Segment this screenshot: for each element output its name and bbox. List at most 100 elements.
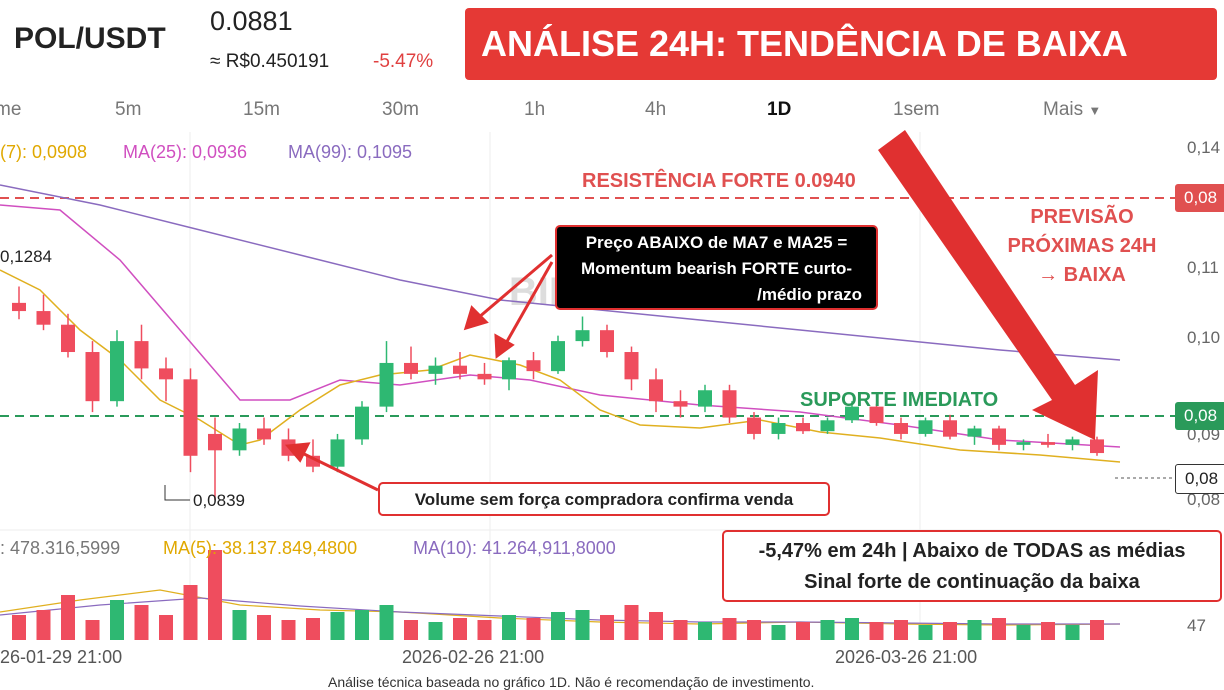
candle-body — [453, 365, 467, 374]
volume-bar — [869, 622, 884, 640]
price: 0.0881 — [210, 6, 293, 36]
volume-bar — [428, 622, 443, 640]
volumes — [12, 550, 1104, 640]
forecast-arrow — [878, 130, 1098, 440]
last-price-badge: 0,08 — [1175, 464, 1224, 494]
candle-body — [943, 420, 957, 437]
candle-body — [869, 406, 884, 424]
volume-bar — [551, 612, 565, 640]
volume-bar — [845, 618, 859, 640]
volume-bar — [771, 625, 786, 640]
timeframe[interactable]: 1sem — [893, 99, 940, 120]
candle-body — [208, 433, 222, 451]
callout-line: Preço ABAIXO de MA7 e MA25 = — [585, 233, 848, 252]
volume-bar — [477, 620, 492, 640]
candle-body — [134, 341, 149, 369]
forecast: PREVISÃO PRÓXIMAS 24H → BAIXA — [992, 203, 1172, 290]
candle-body — [159, 368, 173, 380]
volume-bar — [306, 618, 320, 640]
candle-body — [845, 406, 859, 421]
volume-bar — [918, 625, 933, 640]
candle-body — [1090, 439, 1104, 454]
candle-body — [404, 362, 418, 374]
date-label: 2026-02-26 21:00 — [402, 647, 545, 667]
date-label: 2026-03-26 21:00 — [835, 647, 978, 667]
volume-bar — [820, 620, 835, 640]
volume-bar — [796, 622, 810, 640]
volume-axis-label: 47 — [1187, 616, 1206, 635]
volume-bar — [600, 615, 614, 640]
timeframe-active[interactable]: 1D — [767, 99, 792, 120]
candle-body — [771, 423, 786, 434]
ma99-legend: MA(99): 0,1095 — [288, 142, 413, 162]
ma99-line — [0, 184, 1121, 361]
high-label: 0,1284 — [0, 247, 52, 266]
pair: POL/USDT — [14, 22, 166, 55]
timeframe[interactable]: 15m — [243, 99, 280, 120]
volume-bar — [1041, 622, 1055, 640]
volume-bar — [575, 610, 590, 640]
volume-legend: : 478.316,5999 — [0, 538, 121, 558]
volume-bar — [85, 620, 100, 640]
volume-bar — [183, 585, 198, 640]
candle-body — [85, 352, 100, 402]
volume-bar — [698, 622, 712, 640]
resistance-badge: 0,08 — [1175, 184, 1224, 212]
volume-bar — [159, 615, 173, 640]
timeframe[interactable]: 30m — [382, 99, 419, 120]
volume-bar — [208, 550, 222, 640]
candle-body — [551, 341, 565, 372]
summary-box: -5,47% em 24h | Abaixo de TODAS as média… — [722, 530, 1222, 602]
banner-text: ANÁLISE 24H: TENDÊNCIA DE BAIXA — [481, 23, 1128, 64]
volume-bar — [12, 615, 26, 640]
candle-body — [379, 362, 394, 407]
vol-ma10-line — [0, 597, 1120, 625]
candle-body — [1065, 439, 1080, 445]
ma7-line — [0, 269, 1121, 463]
volume-callout: Volume sem força compradora confirma ven… — [378, 482, 830, 516]
low-label: 0,0839 — [193, 491, 245, 510]
volume-ma10-legend: MA(10): 41.264,911,8000 — [413, 538, 616, 558]
timeframe[interactable]: 4h — [645, 99, 667, 120]
volume-bar — [649, 612, 663, 640]
candle-body — [110, 341, 124, 402]
volume-bar — [894, 620, 908, 640]
volume-bar — [943, 622, 957, 640]
volume-bar — [330, 612, 345, 640]
candle-body — [502, 360, 516, 380]
candle-body — [796, 423, 810, 432]
forecast-line: PRÓXIMAS 24H — [1007, 235, 1157, 257]
fiat-price: ≈ R$0.450191 — [210, 51, 330, 72]
candle-body — [1041, 442, 1055, 445]
more-caret: ▼ — [1088, 103, 1102, 118]
volume-bar — [404, 620, 418, 640]
volume-bar — [526, 618, 541, 640]
candle-body — [428, 365, 443, 374]
candle-body — [624, 352, 639, 380]
candle-body — [232, 428, 247, 451]
banner: ANÁLISE 24H: TENDÊNCIA DE BAIXA — [465, 8, 1217, 80]
candle-body — [257, 428, 271, 440]
price-axis-label: 0,08 — [1187, 490, 1221, 509]
timeframe[interactable]: 5m — [115, 99, 142, 120]
candle-body — [673, 401, 688, 407]
candle-body — [820, 420, 835, 432]
candle-body — [575, 330, 590, 342]
candle-body — [992, 428, 1006, 445]
timeframe[interactable]: 1h — [524, 99, 546, 120]
timeframe[interactable]: me — [0, 99, 22, 120]
timeframe-more[interactable]: Mais ▼ — [1043, 99, 1101, 121]
candle-body — [526, 360, 541, 372]
volume-bar — [967, 620, 982, 640]
volume-bar — [257, 615, 271, 640]
candle-body — [330, 439, 345, 467]
candle-body — [918, 420, 933, 434]
change: -5.47% — [373, 51, 434, 72]
footer: Análise técnica baseada no gráfico 1D. N… — [328, 674, 815, 690]
volume-bar — [673, 620, 688, 640]
candle-body — [12, 302, 26, 312]
volume-bar — [232, 610, 247, 640]
low-connector — [164, 485, 190, 501]
volume-bar — [355, 610, 369, 640]
volume-bar — [134, 605, 149, 640]
